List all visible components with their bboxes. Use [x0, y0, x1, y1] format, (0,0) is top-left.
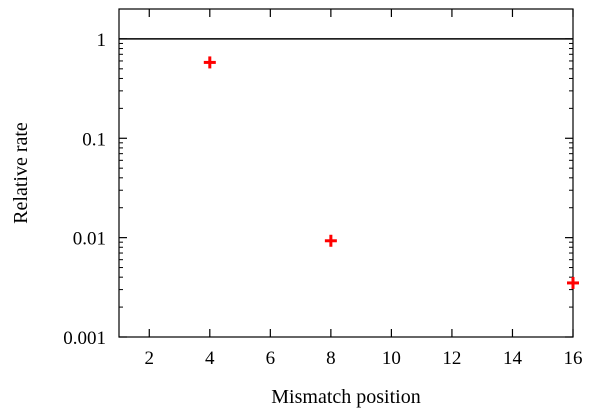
y-tick-label: 0.1	[82, 129, 106, 150]
x-tick-label: 10	[382, 348, 401, 369]
y-axis-title: Relative rate	[10, 122, 32, 224]
x-axis-title: Mismatch position	[271, 386, 420, 408]
data-point	[567, 276, 579, 289]
x-tick-label: 14	[503, 348, 523, 369]
x-tick-label: 2	[145, 348, 155, 369]
x-tick-label: 16	[564, 348, 583, 369]
x-tick-label: 4	[205, 348, 215, 369]
x-tick-label: 6	[266, 348, 276, 369]
y-tick-label: 0.001	[63, 328, 106, 349]
data-point	[203, 56, 216, 69]
y-tick-label: 0.01	[73, 229, 106, 250]
x-tick-label: 12	[442, 348, 461, 369]
x-tick-label: 8	[326, 348, 336, 369]
y-tick-label: 1	[97, 30, 107, 51]
data-point	[324, 234, 337, 247]
plot-frame	[118, 8, 574, 338]
